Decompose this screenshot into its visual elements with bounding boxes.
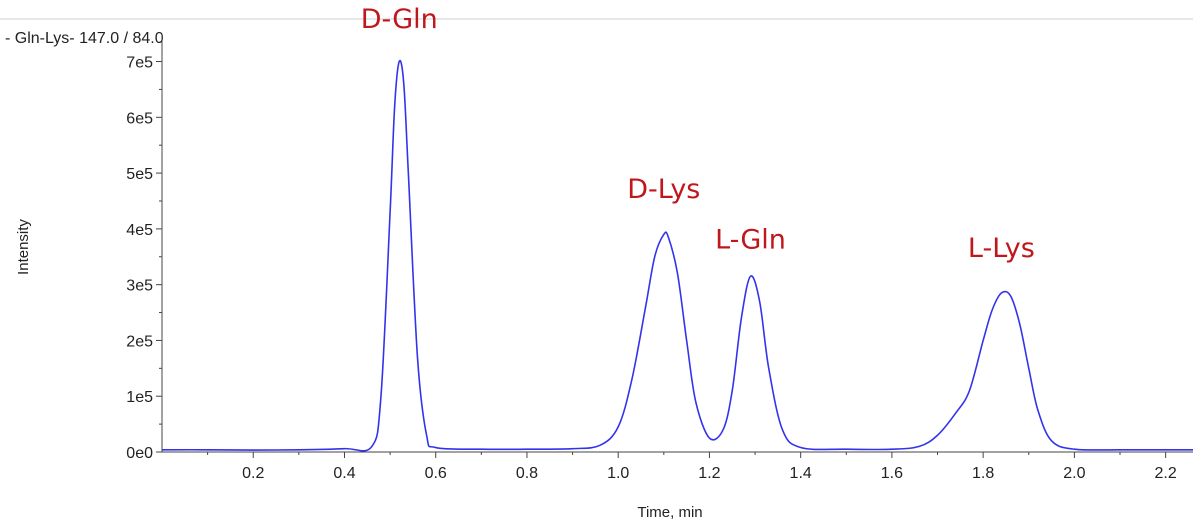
x-tick-label: 1.0 [607,465,629,482]
trace-title: - Gln-Lys- 147.0 / 84.0 [5,30,164,47]
y-tick-label: 6e5 [126,110,153,127]
y-tick-label: 4e5 [126,222,153,239]
x-tick-label: 1.4 [790,465,812,482]
peak-label: D-Gln [361,4,438,35]
x-tick-label: 2.0 [1063,465,1085,482]
x-tick-label: 2.2 [1155,465,1177,482]
y-tick-label: 3e5 [126,278,153,295]
y-tick-label: 7e5 [126,55,153,72]
x-tick-label: 0.8 [516,465,538,482]
x-axis-title: Time, min [637,504,702,521]
y-tick-label: 1e5 [126,389,153,406]
peak-label: L-Lys [968,233,1035,264]
x-tick-label: 0.2 [242,465,264,482]
y-tick-label: 0e0 [126,445,153,462]
x-tick-label: 1.8 [972,465,994,482]
y-tick-label: 2e5 [126,333,153,350]
x-tick-label: 0.6 [425,465,447,482]
y-tick-label: 5e5 [126,166,153,183]
x-tick-label: 0.4 [333,465,355,482]
trace-line [161,59,1193,452]
y-axis-title: Intensity [15,219,32,275]
y-ticks: 0e0 1e5 2e5 3e5 4e5 5e5 6e5 7e5 [126,55,162,462]
x-tick-label: 1.2 [698,465,720,482]
peak-annotations: D-Gln D-Lys L-Gln L-Lys [361,4,1035,264]
x-tick-label: 1.6 [881,465,903,482]
x-ticks: 0.2 0.4 0.6 0.8 1.0 1.2 1.4 1.6 1.8 2.0 2.2 [207,452,1177,482]
peak-label: L-Gln [715,224,786,255]
peak-label: D-Lys [627,174,700,205]
